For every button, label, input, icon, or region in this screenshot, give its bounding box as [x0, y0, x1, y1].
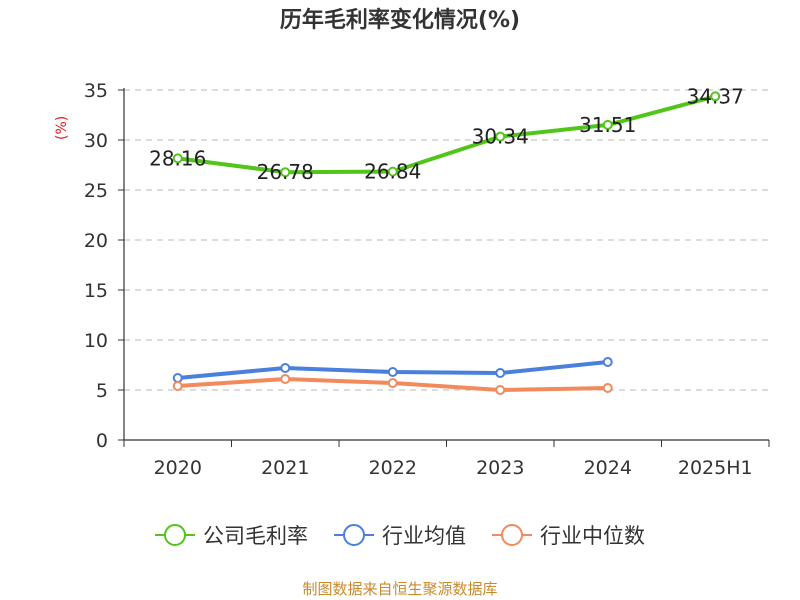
source-note: 制图数据来自恒生聚源数据库	[302, 580, 498, 598]
legend-item[interactable]: 行业中位数	[492, 520, 645, 550]
y-tick-label: 0	[96, 430, 108, 452]
y-tick-label: 35	[84, 80, 108, 102]
y-tick-label: 10	[84, 330, 108, 352]
data-point	[495, 368, 506, 378]
data-label: 31.51	[579, 113, 636, 137]
legend-label: 行业均值	[382, 524, 466, 548]
data-label: 26.78	[257, 160, 314, 184]
data-point	[602, 357, 613, 367]
data-point	[602, 383, 613, 393]
x-tick-label: 2025H1	[678, 457, 753, 479]
data-point	[172, 153, 183, 164]
legend-item[interactable]: 行业均值	[334, 520, 466, 550]
data-point	[387, 166, 398, 177]
data-point	[710, 91, 721, 102]
data-point	[172, 373, 183, 383]
x-tick-label: 2022	[369, 457, 417, 479]
data-point	[280, 167, 291, 178]
legend-label: 公司毛利率	[203, 524, 308, 548]
data-point	[387, 378, 398, 388]
x-tick-label: 2020	[154, 457, 202, 479]
legend-marker-icon	[334, 523, 374, 547]
y-tick-label: 30	[84, 130, 108, 152]
y-tick-label: 25	[84, 180, 108, 202]
data-point	[495, 385, 506, 395]
series-line	[175, 94, 718, 175]
data-label: 34.37	[687, 84, 744, 108]
legend-item[interactable]: 公司毛利率	[155, 520, 308, 550]
legend-label: 行业中位数	[540, 524, 645, 548]
data-point	[280, 363, 291, 373]
legend-marker-icon	[492, 523, 532, 547]
x-tick-label: 2023	[476, 457, 524, 479]
data-point	[387, 367, 398, 377]
x-tick-label: 2021	[261, 457, 309, 479]
y-tick-label: 15	[84, 280, 108, 302]
data-point	[172, 381, 183, 391]
data-label: 28.16	[149, 146, 206, 170]
legend: 公司毛利率 行业均值 行业中位数	[0, 520, 800, 550]
data-label: 26.84	[364, 160, 421, 184]
data-point	[602, 119, 613, 130]
data-label: 30.34	[472, 125, 529, 149]
chart-title: 历年毛利率变化情况(%)	[279, 8, 521, 33]
legend-marker-icon	[155, 523, 195, 547]
x-tick-label: 2024	[584, 457, 632, 479]
data-point	[495, 131, 506, 142]
y-tick-label: 5	[96, 380, 108, 402]
data-point	[280, 374, 291, 384]
y-tick-label: 20	[84, 230, 108, 252]
